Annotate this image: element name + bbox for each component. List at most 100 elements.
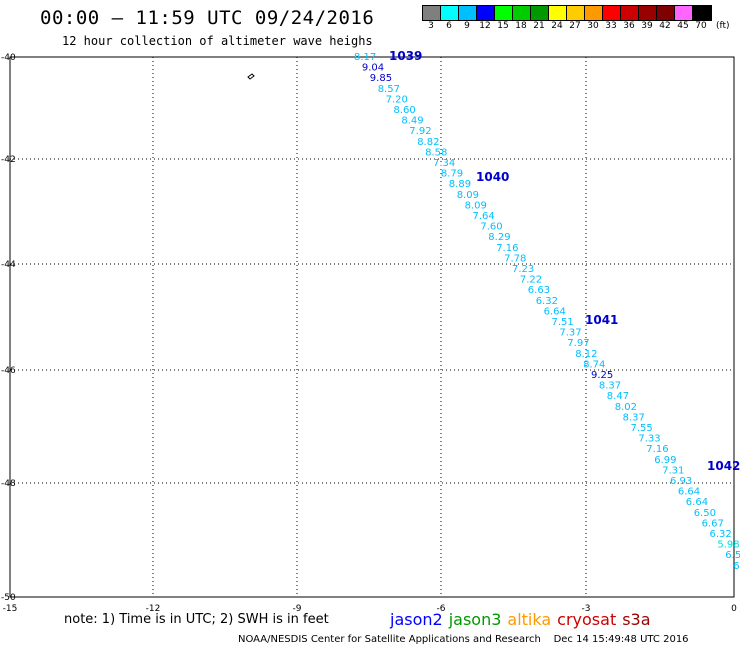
wave-height-value: 6.64 (678, 487, 700, 498)
color-swatch (675, 6, 693, 20)
wave-height-value: 6.64 (544, 306, 566, 317)
color-swatch (423, 6, 441, 20)
wave-height-value: 5.98 (717, 540, 739, 551)
y-tick-label: -46 (1, 366, 16, 376)
color-swatch (567, 6, 585, 20)
color-swatch (693, 6, 711, 20)
wave-height-value: 8.09 (457, 190, 479, 201)
color-scale-label: 9 (464, 21, 470, 31)
wave-height-value: 8.37 (599, 381, 621, 392)
wave-height-value: 6.32 (710, 529, 732, 540)
page-subtitle: 12 hour collection of altimeter wave hei… (62, 34, 373, 48)
satellite-legend-item: jason2 (390, 610, 443, 629)
color-scale-label: 30 (587, 21, 599, 31)
wave-height-value: 9.25 (591, 370, 613, 381)
color-scale-label: 33 (605, 21, 617, 31)
x-tick-label: -9 (293, 604, 302, 614)
color-swatch (639, 6, 657, 20)
wave-height-value: 8.89 (449, 179, 471, 190)
wave-height-value: 7.34 (433, 158, 455, 169)
wave-height-value: 8.17 (354, 52, 376, 63)
note-text: note: 1) Time is in UTC; 2) SWH is in fe… (64, 612, 329, 627)
color-swatch (549, 6, 567, 20)
wave-height-value: 8.74 (583, 359, 605, 370)
wave-height-value: 6.32 (536, 296, 558, 307)
y-tick-label: -42 (1, 155, 16, 165)
wave-height-value: 8.09 (465, 200, 487, 211)
satellite-legend: jason2 jason3 altika cryosat s3a (390, 610, 657, 629)
satellite-legend-item: jason3 (448, 610, 502, 629)
wave-height-value: 8.79 (441, 169, 463, 180)
color-scale-label: 36 (623, 21, 635, 31)
wave-height-value: 8.58 (425, 147, 447, 158)
island-outline (247, 73, 255, 80)
page-title: 00:00 — 11:59 UTC 09/24/2016 (40, 7, 375, 29)
color-scale-label: 21 (533, 21, 545, 31)
wave-height-value: 8.02 (615, 402, 637, 413)
color-scale-label: 6 (446, 21, 452, 31)
wave-height-value: 7.37 (559, 328, 581, 339)
color-scale-label: 18 (515, 21, 527, 31)
wave-height-value: 6.67 (702, 518, 724, 529)
satellite-legend-item: cryosat (557, 610, 617, 629)
wave-height-value: 7.22 (520, 275, 542, 286)
color-scale-label: 45 (677, 21, 689, 31)
map-frame (9, 56, 735, 598)
color-swatch (585, 6, 603, 20)
pass-number-label: 1040 (476, 170, 509, 184)
wave-height-value: 7.51 (552, 317, 574, 328)
wave-height-value: 8.29 (488, 232, 510, 243)
wave-height-value: 9.04 (362, 63, 384, 74)
wave-height-value: 8.47 (607, 391, 629, 402)
wave-height-value: 8.60 (394, 105, 416, 116)
wave-height-value: 7.78 (504, 253, 526, 264)
color-scale-label: 42 (659, 21, 671, 31)
color-swatch (657, 6, 675, 20)
x-tick-label: -3 (582, 604, 591, 614)
color-swatch (495, 6, 513, 20)
color-swatch (621, 6, 639, 20)
y-tick-label: -40 (1, 53, 16, 63)
wave-height-value: 8.57 (378, 84, 400, 95)
color-scale-label: 15 (497, 21, 509, 31)
wave-height-value: 8.49 (401, 116, 423, 127)
wave-height-value: 8.82 (417, 137, 439, 148)
satellite-legend-item: s3a (622, 610, 651, 629)
y-tick-label: -48 (1, 479, 16, 489)
x-tick-label: -12 (146, 604, 161, 614)
satellite-legend-item: altika (507, 610, 552, 629)
color-swatch (459, 6, 477, 20)
pass-number-label: 1039 (389, 49, 422, 63)
color-scale-unit: (ft) (716, 21, 730, 31)
color-scale-label: 27 (569, 21, 581, 31)
wave-height-value: 7.97 (567, 338, 589, 349)
wave-height-value: 6.51 (725, 550, 740, 561)
wave-height-value: 6.99 (654, 455, 676, 466)
color-swatch (603, 6, 621, 20)
wave-height-value: 7.92 (409, 126, 431, 137)
color-scale-bar (422, 5, 712, 21)
color-swatch (531, 6, 549, 20)
x-tick-label: -15 (3, 604, 18, 614)
color-scale-label: 12 (479, 21, 491, 31)
y-tick-label: -44 (1, 260, 16, 270)
pass-number-label: 1041 (585, 313, 618, 327)
wave-height-value: 6.50 (694, 508, 716, 519)
wave-height-value: 7.33 (638, 434, 660, 445)
x-tick-label: -6 (437, 604, 446, 614)
color-swatch (441, 6, 459, 20)
wave-height-value: 7.64 (473, 211, 495, 222)
x-tick-label: 0 (731, 604, 737, 614)
wave-height-value: 8.12 (575, 349, 597, 360)
footer-credit: NOAA/NESDIS Center for Satellite Applica… (238, 634, 689, 645)
color-swatch (513, 6, 531, 20)
wave-height-value: 7.16 (496, 243, 518, 254)
color-scale-labels: 3 6 9 12 15 18 21 24 27 30 33 36 39 42 45 70 (422, 21, 710, 31)
wave-height-value: 7.16 (646, 444, 668, 455)
wave-height-value: 7.23 (512, 264, 534, 275)
wave-height-value: 7.20 (386, 94, 408, 105)
color-swatch (477, 6, 495, 20)
color-scale-label: 24 (551, 21, 563, 31)
color-scale-label: 39 (641, 21, 653, 31)
